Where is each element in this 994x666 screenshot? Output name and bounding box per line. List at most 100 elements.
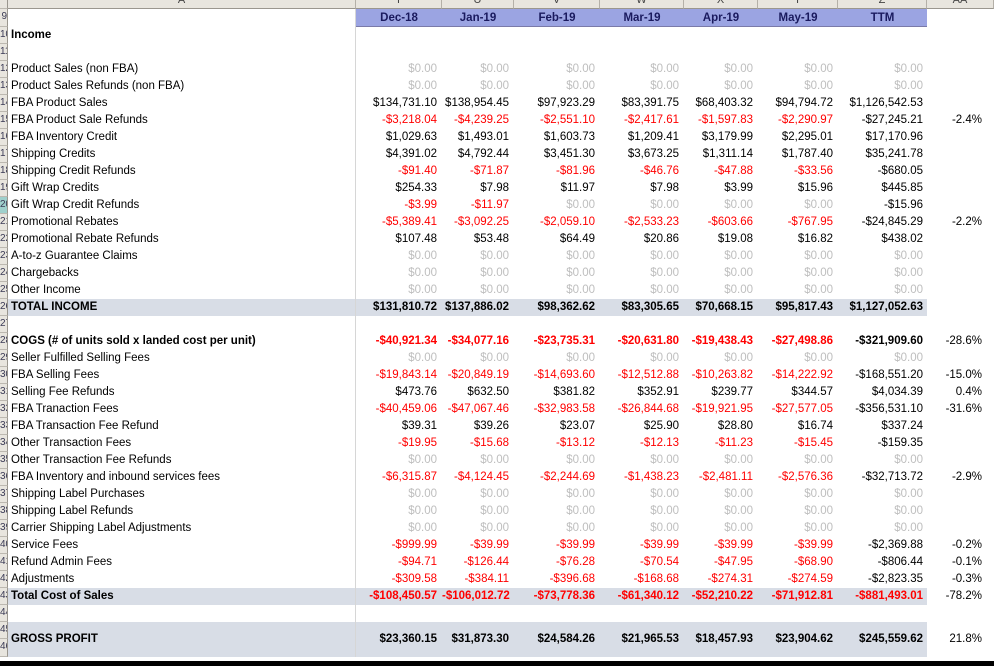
value-cell[interactable]: $11.97 — [560, 182, 595, 194]
row-number[interactable]: 42 — [0, 571, 8, 588]
value-cell[interactable]: $95,817.43 — [775, 301, 833, 313]
value-cell[interactable]: -$47,067.46 — [447, 403, 509, 415]
value-cell[interactable]: $0.00 — [566, 284, 595, 296]
value-cell[interactable]: -$2,481.11 — [698, 471, 753, 483]
ttm-cell[interactable]: $35,241.78 — [865, 148, 923, 160]
value-cell[interactable]: $0.00 — [650, 488, 679, 500]
value-cell[interactable]: $16.82 — [797, 233, 833, 245]
value-cell[interactable]: $0.00 — [650, 454, 679, 466]
percent-cell[interactable]: 21.8% — [927, 622, 994, 657]
row-number[interactable]: 25 — [0, 282, 8, 299]
ttm-cell[interactable]: -$2,369.88 — [868, 539, 923, 551]
value-cell[interactable]: $0.00 — [724, 352, 753, 364]
ttm-cell[interactable]: $1,127,052.63 — [849, 301, 923, 313]
value-cell[interactable]: -$3.99 — [404, 199, 437, 211]
percent-cell[interactable]: -78.2% — [927, 588, 994, 605]
ttm-cell[interactable]: -$680.05 — [877, 165, 923, 177]
row-number[interactable]: 20 — [0, 197, 8, 214]
value-cell[interactable]: -$15.68 — [469, 437, 509, 449]
value-cell[interactable]: $0.00 — [566, 267, 595, 279]
value-cell[interactable]: -$15.45 — [793, 437, 833, 449]
value-cell[interactable]: $39.26 — [473, 420, 509, 432]
value-cell[interactable]: -$999.99 — [391, 539, 437, 551]
row-label-cell[interactable]: FBA Inventory and inbound services fees — [8, 469, 356, 486]
value-cell[interactable]: $138,954.45 — [445, 97, 509, 109]
value-cell[interactable]: $0.00 — [724, 267, 753, 279]
value-cell[interactable]: -$274.31 — [707, 573, 753, 585]
value-cell[interactable]: -$11.23 — [714, 437, 753, 449]
value-cell[interactable]: $134,731.10 — [373, 97, 437, 109]
value-cell[interactable]: $18,457.93 — [695, 633, 753, 645]
value-cell[interactable]: $0.00 — [724, 505, 753, 517]
value-cell[interactable] — [600, 605, 684, 622]
value-cell[interactable]: $1,311.14 — [702, 148, 753, 160]
value-cell[interactable]: $64.49 — [559, 233, 595, 245]
row-number[interactable]: 23 — [0, 248, 8, 265]
value-cell[interactable]: -$5,389.41 — [382, 216, 437, 228]
row-number[interactable]: 40 — [0, 537, 8, 554]
value-cell[interactable]: -$126.44 — [463, 556, 509, 568]
row-label-cell[interactable]: Shipping Credits — [8, 146, 356, 163]
value-cell[interactable]: $0.00 — [650, 250, 679, 262]
ttm-cell[interactable]: -$168,551.20 — [855, 369, 923, 381]
value-cell[interactable]: $0.00 — [408, 505, 437, 517]
value-cell[interactable]: -$396.68 — [549, 573, 595, 585]
row-label-cell[interactable]: Refund Admin Fees — [8, 554, 356, 571]
column-letter-X[interactable]: X — [684, 0, 758, 9]
ttm-cell[interactable]: -$356,531.10 — [855, 403, 923, 415]
value-cell[interactable]: -$12,512.88 — [617, 369, 679, 381]
row-number[interactable]: 44 — [0, 605, 8, 622]
row-label-cell[interactable]: FBA Selling Fees — [8, 367, 356, 384]
row-label-cell[interactable]: Promotional Rebate Refunds — [8, 231, 356, 248]
row-number[interactable]: 17 — [0, 146, 8, 163]
ttm-cell[interactable]: -$2,823.35 — [868, 573, 923, 585]
ttm-cell[interactable] — [838, 27, 927, 44]
percent-cell[interactable] — [927, 129, 994, 146]
column-letter-U[interactable]: U — [442, 0, 514, 9]
percent-cell[interactable]: -0.3% — [927, 571, 994, 588]
ttm-cell[interactable] — [838, 44, 927, 61]
value-cell[interactable]: -$11.97 — [470, 199, 509, 211]
value-cell[interactable]: $0.00 — [650, 267, 679, 279]
value-cell[interactable]: -$20,631.80 — [617, 335, 679, 347]
value-cell[interactable]: -$3,218.04 — [382, 114, 437, 126]
ttm-cell[interactable]: -$321,909.60 — [855, 335, 923, 347]
value-cell[interactable]: $0.00 — [650, 80, 679, 92]
value-cell[interactable]: $344.57 — [791, 386, 833, 398]
percent-cell[interactable] — [927, 486, 994, 503]
value-cell[interactable]: $0.00 — [408, 488, 437, 500]
row-label-cell[interactable]: Carrier Shipping Label Adjustments — [8, 520, 356, 537]
value-cell[interactable]: -$71.87 — [469, 165, 509, 177]
ttm-cell[interactable]: $0.00 — [894, 284, 923, 296]
percent-cell[interactable] — [927, 520, 994, 537]
value-cell[interactable]: $3,673.25 — [627, 148, 679, 160]
row-number[interactable]: 18 — [0, 163, 8, 180]
value-cell[interactable]: -$2,551.10 — [540, 114, 595, 126]
value-cell[interactable]: -$767.95 — [787, 216, 833, 228]
percent-cell[interactable]: 0.4% — [927, 384, 994, 401]
value-cell[interactable]: -$14,693.60 — [533, 369, 595, 381]
row-label-cell[interactable]: TOTAL INCOME — [8, 299, 356, 316]
percent-cell[interactable] — [927, 231, 994, 248]
value-cell[interactable]: $0.00 — [650, 63, 679, 75]
row-label-cell[interactable]: Chargebacks — [8, 265, 356, 282]
column-letter-AA[interactable]: AA — [927, 0, 994, 9]
value-cell[interactable] — [356, 27, 442, 44]
value-cell[interactable]: $0.00 — [724, 199, 753, 211]
value-cell[interactable] — [442, 316, 514, 333]
value-cell[interactable]: $0.00 — [804, 505, 833, 517]
value-cell[interactable]: -$81.96 — [555, 165, 595, 177]
row-number[interactable]: 12 — [0, 61, 8, 78]
value-cell[interactable]: -$19,438.43 — [691, 335, 753, 347]
value-cell[interactable]: -$33.56 — [793, 165, 833, 177]
value-cell[interactable]: -$13.12 — [555, 437, 595, 449]
value-cell[interactable]: $0.00 — [650, 522, 679, 534]
ttm-cell[interactable]: $1,126,542.53 — [849, 97, 923, 109]
value-cell[interactable]: -$19,921.95 — [691, 403, 753, 415]
value-cell[interactable]: $25.90 — [643, 420, 679, 432]
value-cell[interactable]: $0.00 — [566, 522, 595, 534]
value-cell[interactable] — [600, 44, 684, 61]
row-label-cell[interactable]: FBA Product Sales — [8, 95, 356, 112]
ttm-cell[interactable]: -$15.96 — [883, 199, 923, 211]
value-cell[interactable]: $0.00 — [408, 522, 437, 534]
